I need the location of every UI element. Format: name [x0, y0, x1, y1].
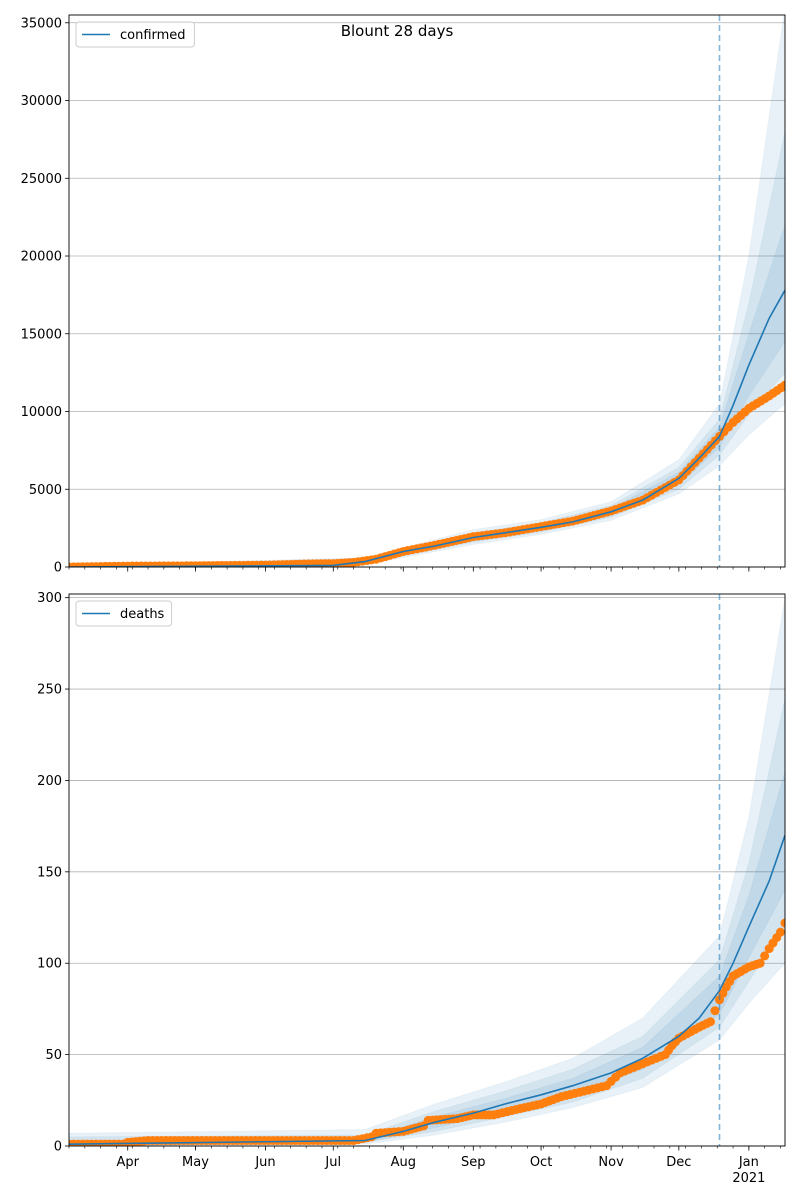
- observed-point: [705, 1017, 715, 1027]
- y-tick-label: 300: [37, 591, 62, 606]
- y-tick-label: 150: [37, 865, 62, 880]
- plot-area: [69, 597, 785, 1146]
- x-tick-label: May: [182, 1155, 209, 1170]
- axes-frame: [68, 14, 786, 568]
- y-tick-label: 200: [37, 774, 62, 789]
- y-tick-label: 250: [37, 683, 62, 698]
- observed-point: [780, 918, 785, 928]
- observed-point: [710, 1006, 720, 1016]
- y-tick-label: 100: [37, 957, 62, 972]
- y-tick-label: 5000: [29, 483, 62, 498]
- figure-title: Blount 28 days: [341, 22, 454, 40]
- legend-label: deaths: [120, 607, 165, 622]
- x-tick-label: Sep: [461, 1155, 486, 1170]
- uncertainty-band-3: [69, 224, 785, 567]
- observed-point: [780, 380, 785, 390]
- y-tick-label: 50: [45, 1048, 62, 1063]
- x-tick-label: Aug: [391, 1155, 416, 1170]
- subplot-2: 0 50 100 150 200 250 300 Apr May Jun Jul Aug Sep Oct N…: [37, 591, 786, 1186]
- uncertainty-band-2: [69, 131, 785, 567]
- uncertainty-band-1: [69, 597, 785, 1146]
- subplot-1: 0 5000 10000 15000 20000 25000 30000 35000 confi…: [21, 14, 786, 576]
- observed-point: [760, 951, 770, 961]
- x-tick-label: Jul: [324, 1155, 341, 1170]
- x-tick-label: Dec: [666, 1155, 691, 1170]
- x-tick-label: Nov: [598, 1155, 624, 1170]
- legend: deaths: [75, 600, 173, 627]
- uncertainty-band-1: [69, 15, 785, 567]
- y-tick-label: 10000: [21, 405, 62, 420]
- x-tick-sublabel: 2021: [732, 1171, 765, 1186]
- legend: confirmed: [75, 21, 195, 48]
- y-tick-label: 20000: [21, 250, 62, 265]
- x-tick-label: Jan: [738, 1155, 759, 1170]
- y-tick-label: 30000: [21, 94, 62, 109]
- observed-point: [755, 958, 765, 968]
- observed-point: [775, 927, 785, 937]
- y-tick-label: 0: [54, 1140, 62, 1155]
- x-tick-label: Apr: [116, 1155, 139, 1170]
- y-tick-label: 0: [54, 561, 62, 576]
- x-tick-label: Oct: [530, 1155, 552, 1170]
- legend-label: confirmed: [120, 28, 186, 43]
- axes-frame: [68, 593, 786, 1147]
- x-tick-label: Jun: [254, 1155, 275, 1170]
- uncertainty-band-2: [69, 698, 785, 1146]
- legend-frame: [75, 600, 173, 627]
- y-tick-label: 25000: [21, 172, 62, 187]
- model-line-confirmed: [69, 289, 785, 567]
- y-tick-label: 15000: [21, 327, 62, 342]
- legend-frame: [75, 21, 195, 48]
- plot-area: [69, 15, 785, 567]
- y-tick-label: 35000: [21, 16, 62, 31]
- uncertainty-band-3: [69, 771, 785, 1146]
- model-line-deaths: [69, 835, 785, 1145]
